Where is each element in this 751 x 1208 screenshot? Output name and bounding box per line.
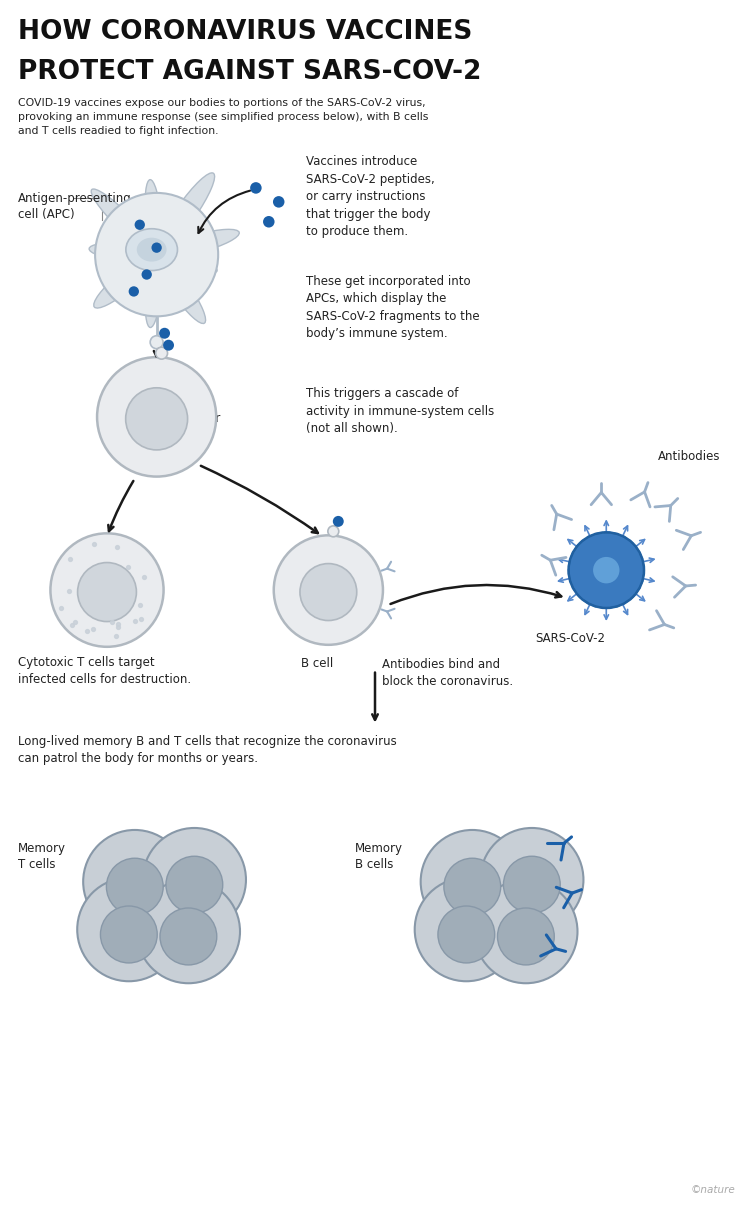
Ellipse shape bbox=[94, 256, 154, 308]
Text: B cell: B cell bbox=[300, 657, 333, 669]
Text: Vaccines introduce
SARS-CoV-2 peptides,
or carry instructions
that trigger the b: Vaccines introduce SARS-CoV-2 peptides, … bbox=[306, 155, 434, 238]
Text: Memory
B cells: Memory B cells bbox=[355, 842, 403, 871]
Text: SARS-CoV-2: SARS-CoV-2 bbox=[535, 632, 605, 645]
Text: PROTECT AGAINST SARS-COV-2: PROTECT AGAINST SARS-COV-2 bbox=[18, 58, 481, 85]
Ellipse shape bbox=[89, 243, 153, 260]
Text: T-helper
cell: T-helper cell bbox=[171, 412, 220, 441]
Text: Cytotoxic T cells target
infected cells for destruction.: Cytotoxic T cells target infected cells … bbox=[18, 656, 191, 686]
Circle shape bbox=[125, 388, 188, 449]
Text: ©nature: ©nature bbox=[691, 1185, 735, 1195]
Circle shape bbox=[250, 182, 261, 193]
Circle shape bbox=[97, 358, 216, 477]
Circle shape bbox=[475, 879, 578, 983]
Ellipse shape bbox=[161, 230, 240, 256]
Text: Memory
T cells: Memory T cells bbox=[18, 842, 65, 871]
Circle shape bbox=[415, 878, 518, 981]
Ellipse shape bbox=[137, 238, 167, 262]
Ellipse shape bbox=[145, 180, 161, 251]
Text: Antibodies: Antibodies bbox=[658, 449, 720, 463]
Text: Antibodies bind and
block the coronavirus.: Antibodies bind and block the coronaviru… bbox=[382, 657, 513, 687]
Text: Antigen-presenting
cell (APC): Antigen-presenting cell (APC) bbox=[18, 192, 131, 221]
Circle shape bbox=[107, 858, 163, 916]
Circle shape bbox=[134, 220, 145, 230]
Text: This triggers a cascade of
activity in immune-system cells
(not all shown).: This triggers a cascade of activity in i… bbox=[306, 387, 493, 435]
Circle shape bbox=[569, 533, 644, 608]
Circle shape bbox=[141, 269, 152, 280]
Circle shape bbox=[438, 906, 495, 963]
Circle shape bbox=[166, 856, 223, 913]
Ellipse shape bbox=[145, 259, 161, 327]
Circle shape bbox=[101, 906, 157, 963]
Circle shape bbox=[137, 879, 240, 983]
Circle shape bbox=[497, 908, 554, 965]
Circle shape bbox=[273, 196, 285, 208]
Circle shape bbox=[263, 216, 275, 227]
Circle shape bbox=[159, 327, 170, 338]
Circle shape bbox=[328, 525, 339, 536]
Text: HOW CORONAVIRUS VACCINES: HOW CORONAVIRUS VACCINES bbox=[18, 18, 472, 45]
Ellipse shape bbox=[158, 173, 215, 251]
Circle shape bbox=[150, 336, 163, 349]
Circle shape bbox=[143, 827, 246, 931]
Circle shape bbox=[300, 564, 357, 621]
Ellipse shape bbox=[158, 257, 206, 324]
Ellipse shape bbox=[159, 252, 217, 273]
Circle shape bbox=[160, 908, 217, 965]
Circle shape bbox=[274, 535, 383, 645]
Circle shape bbox=[95, 193, 219, 316]
Circle shape bbox=[480, 827, 584, 931]
Circle shape bbox=[421, 830, 524, 934]
Circle shape bbox=[128, 286, 139, 297]
Circle shape bbox=[503, 856, 560, 913]
Ellipse shape bbox=[126, 228, 177, 271]
Circle shape bbox=[50, 533, 164, 646]
Circle shape bbox=[593, 557, 620, 583]
Ellipse shape bbox=[91, 188, 154, 252]
Text: Long-lived memory B and T cells that recognize the coronavirus
can patrol the bo: Long-lived memory B and T cells that rec… bbox=[18, 736, 397, 766]
Circle shape bbox=[77, 563, 137, 622]
Text: COVID-19 vaccines expose our bodies to portions of the SARS-CoV-2 virus,
provoki: COVID-19 vaccines expose our bodies to p… bbox=[18, 98, 428, 135]
Circle shape bbox=[333, 516, 344, 527]
Circle shape bbox=[155, 347, 167, 359]
Text: These get incorporated into
APCs, which display the
SARS-CoV-2 fragments to the
: These get incorporated into APCs, which … bbox=[306, 274, 479, 339]
Circle shape bbox=[444, 858, 501, 916]
Circle shape bbox=[83, 830, 186, 934]
Circle shape bbox=[163, 339, 174, 350]
Circle shape bbox=[152, 243, 161, 252]
Circle shape bbox=[77, 878, 180, 981]
